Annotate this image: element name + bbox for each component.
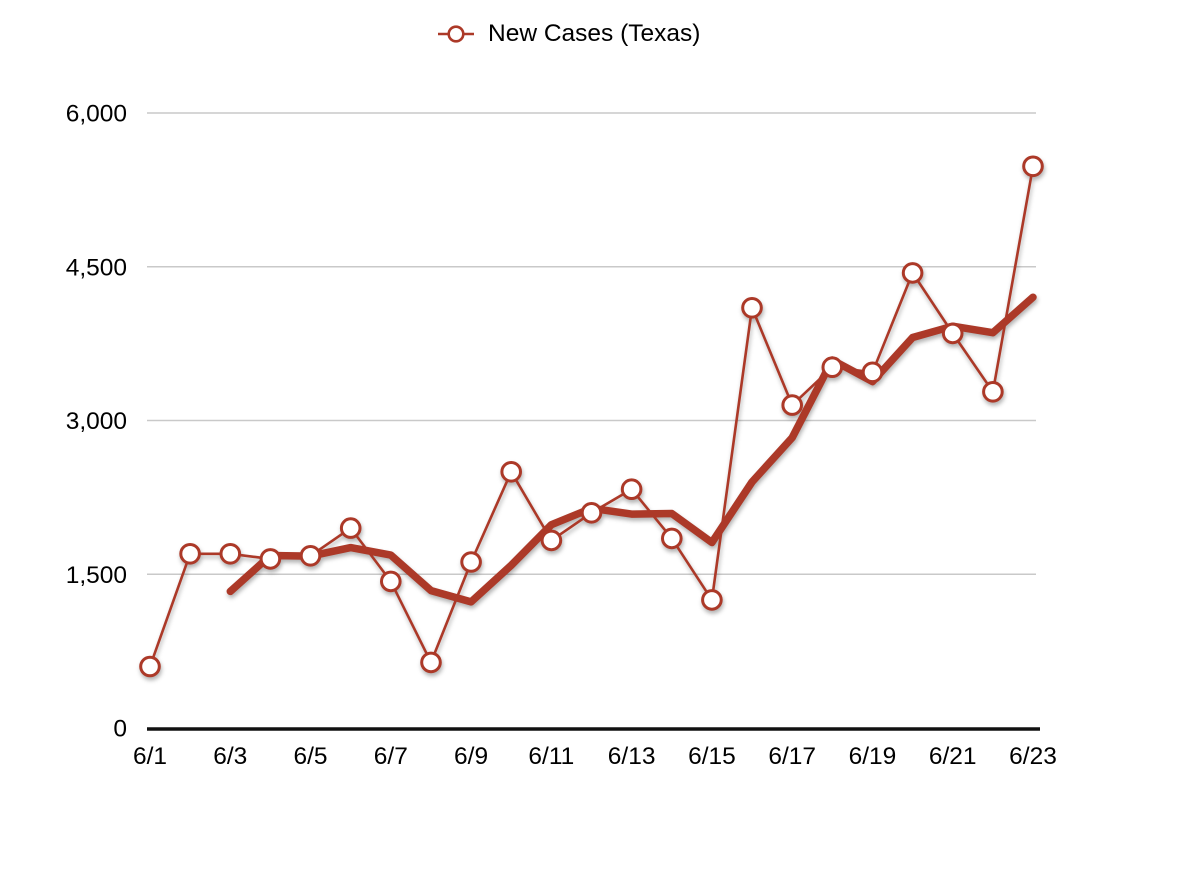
x-axis-tick-label: 6/17 (768, 743, 816, 770)
data-point-marker (259, 548, 282, 570)
x-axis-tick-label: 6/15 (688, 743, 736, 770)
x-axis-tick-label: 6/1 (133, 743, 167, 770)
y-axis-tick-label: 4,500 (66, 254, 127, 281)
data-point-marker (580, 502, 603, 524)
x-axis-tick-label: 6/9 (454, 743, 488, 770)
data-point-marker (741, 297, 763, 319)
daily-line-series (148, 166, 1035, 667)
x-axis-tick-label: 6/23 (1009, 743, 1057, 770)
x-axis-tick-label: 6/3 (213, 743, 247, 770)
data-point-marker (139, 655, 161, 678)
data-point-marker (821, 356, 844, 379)
data-point-marker (339, 517, 362, 539)
y-axis-tick-label: 6,000 (66, 101, 127, 128)
data-point-marker (661, 527, 683, 550)
x-axis-tick-label: 6/19 (849, 743, 897, 770)
y-axis-tick-label: 0 (113, 716, 127, 743)
legend-line-marker-icon (438, 25, 474, 43)
y-axis-tick-label: 1,500 (66, 562, 127, 589)
chart-legend: New Cases (Texas) (437, 20, 700, 48)
x-axis-tick-label: 6/21 (929, 743, 977, 770)
legend-label: New Cases (Texas) (488, 20, 701, 47)
x-axis-tick-label: 6/13 (608, 743, 656, 770)
data-point-marker (781, 394, 804, 416)
data-point-marker (299, 545, 322, 567)
data-point-marker (701, 589, 723, 611)
data-point-marker (1022, 155, 1044, 178)
data-point-marker (460, 551, 482, 573)
y-axis-tick-label: 3,000 (66, 408, 127, 435)
data-point-marker (901, 262, 924, 284)
data-point-marker (179, 543, 201, 565)
data-point-marker (500, 461, 523, 483)
data-point-marker (620, 478, 643, 501)
data-point-marker (861, 361, 884, 384)
series-group (139, 155, 1044, 678)
x-axis-tick-label: 6/5 (294, 743, 328, 770)
data-point-marker (982, 381, 1004, 403)
data-point-marker (941, 322, 964, 345)
x-axis-tick-label: 6/11 (528, 743, 574, 770)
data-point-marker (380, 570, 402, 593)
data-point-marker (420, 651, 442, 674)
data-point-marker (219, 543, 242, 565)
trend-line-series (226, 293, 1037, 606)
data-point-marker (540, 529, 563, 552)
x-axis-tick-label: 6/7 (374, 743, 408, 770)
